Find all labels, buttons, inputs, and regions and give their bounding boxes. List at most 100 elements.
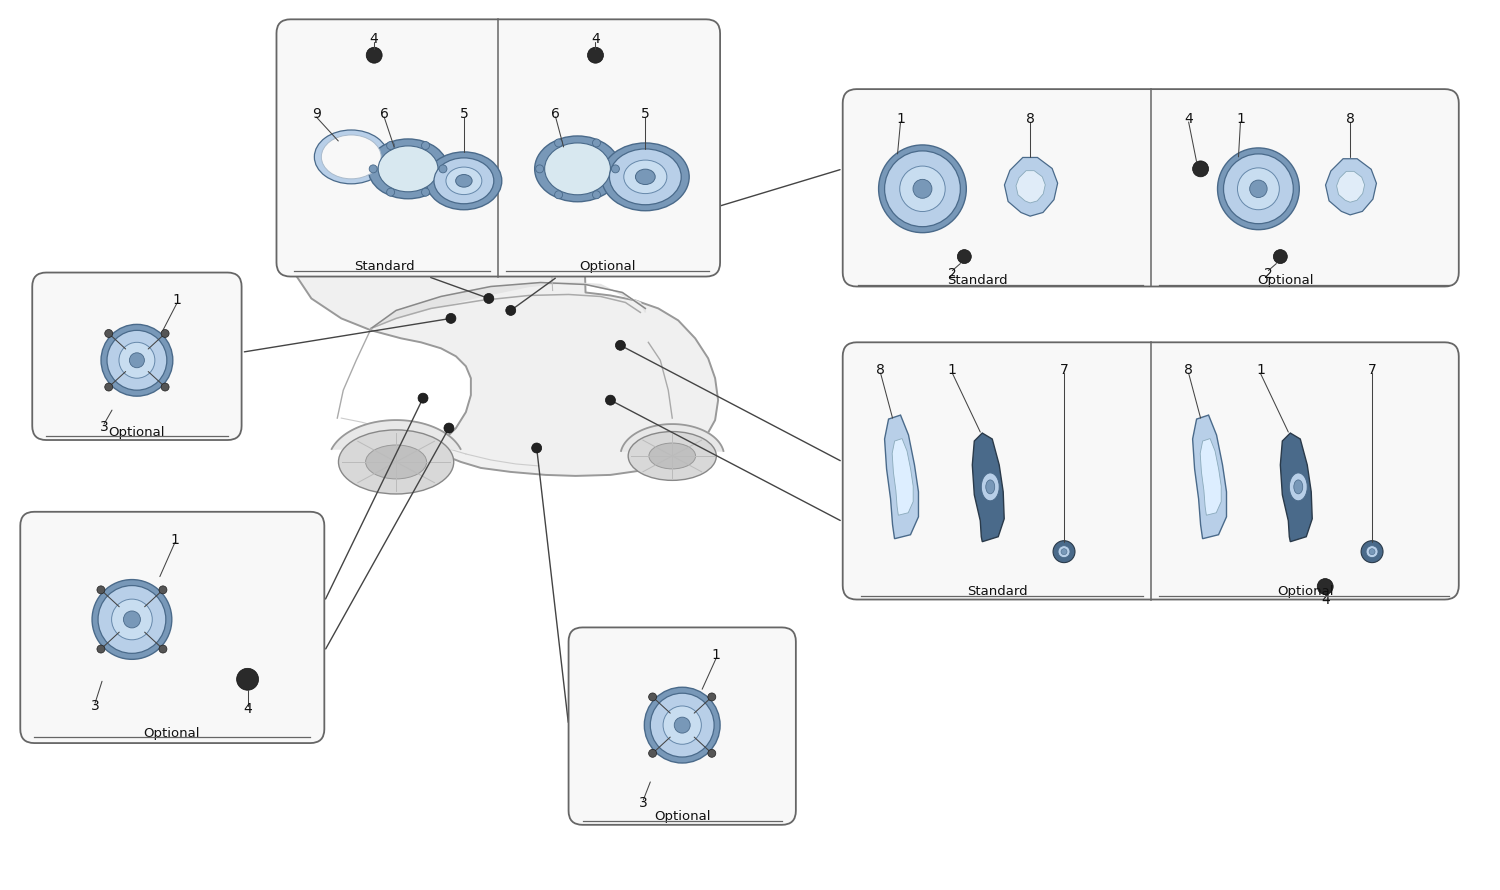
Text: Standard: Standard: [354, 260, 414, 273]
Text: 8: 8: [1184, 363, 1192, 377]
Circle shape: [1366, 546, 1378, 558]
Ellipse shape: [321, 135, 381, 179]
Text: 2: 2: [1264, 266, 1274, 280]
Circle shape: [419, 393, 428, 403]
Circle shape: [98, 586, 166, 653]
Circle shape: [900, 166, 945, 212]
Polygon shape: [332, 420, 460, 449]
Text: 4: 4: [1322, 593, 1329, 606]
Circle shape: [1192, 161, 1209, 177]
Circle shape: [536, 165, 543, 173]
Circle shape: [651, 693, 714, 757]
Circle shape: [1274, 249, 1287, 263]
Ellipse shape: [609, 149, 681, 205]
Circle shape: [440, 165, 447, 173]
Ellipse shape: [981, 473, 999, 501]
Text: 8: 8: [1346, 112, 1354, 126]
Ellipse shape: [368, 139, 448, 198]
Ellipse shape: [456, 174, 472, 187]
Circle shape: [106, 330, 166, 390]
Text: Standard: Standard: [946, 274, 1008, 287]
Circle shape: [446, 313, 456, 323]
Text: 3: 3: [99, 420, 108, 434]
Circle shape: [957, 249, 972, 263]
Circle shape: [1224, 154, 1293, 223]
Circle shape: [914, 179, 932, 198]
Ellipse shape: [366, 445, 426, 479]
Text: 5: 5: [459, 107, 468, 121]
Circle shape: [885, 151, 960, 227]
Ellipse shape: [1290, 473, 1308, 501]
Text: 8: 8: [876, 363, 885, 377]
Ellipse shape: [315, 130, 388, 184]
Circle shape: [387, 142, 394, 150]
Circle shape: [645, 687, 720, 763]
Circle shape: [648, 693, 657, 701]
Ellipse shape: [378, 146, 438, 191]
Circle shape: [98, 586, 105, 594]
Circle shape: [1317, 578, 1334, 595]
Text: 1: 1: [171, 533, 178, 546]
Circle shape: [1250, 180, 1268, 198]
Ellipse shape: [426, 152, 502, 210]
FancyBboxPatch shape: [276, 20, 720, 277]
Circle shape: [606, 395, 615, 405]
Circle shape: [1058, 546, 1070, 558]
Text: 1: 1: [948, 363, 957, 377]
Circle shape: [509, 263, 518, 273]
Circle shape: [160, 383, 170, 391]
Circle shape: [111, 599, 153, 640]
Polygon shape: [621, 424, 723, 451]
FancyBboxPatch shape: [843, 89, 1460, 287]
Circle shape: [1218, 148, 1299, 230]
Circle shape: [592, 139, 600, 147]
Polygon shape: [1326, 158, 1377, 214]
Circle shape: [129, 352, 144, 368]
Polygon shape: [1005, 158, 1058, 216]
Text: 3: 3: [90, 700, 99, 713]
Text: 1: 1: [1256, 363, 1264, 377]
Circle shape: [105, 329, 112, 337]
Circle shape: [100, 324, 172, 396]
Circle shape: [92, 579, 172, 659]
Circle shape: [366, 47, 382, 63]
Polygon shape: [108, 338, 166, 382]
Polygon shape: [1336, 172, 1365, 202]
Text: 6: 6: [550, 107, 560, 121]
Circle shape: [159, 645, 166, 653]
Polygon shape: [1016, 171, 1046, 203]
Text: 9: 9: [312, 107, 321, 121]
FancyBboxPatch shape: [568, 627, 796, 825]
Text: 1: 1: [172, 294, 182, 307]
Text: 8: 8: [1026, 112, 1035, 126]
Circle shape: [506, 305, 516, 315]
Ellipse shape: [534, 136, 621, 202]
Circle shape: [555, 139, 562, 147]
Text: 4: 4: [1185, 112, 1192, 126]
Text: 5: 5: [640, 107, 650, 121]
Circle shape: [123, 611, 141, 628]
Polygon shape: [892, 439, 914, 515]
Circle shape: [708, 693, 716, 701]
Circle shape: [1060, 548, 1066, 554]
Text: Optional: Optional: [579, 260, 636, 273]
Text: 4: 4: [591, 32, 600, 46]
Ellipse shape: [636, 169, 656, 184]
Circle shape: [531, 443, 542, 453]
Ellipse shape: [1294, 480, 1304, 494]
Circle shape: [879, 145, 966, 232]
Polygon shape: [650, 701, 714, 749]
Polygon shape: [286, 99, 718, 476]
Circle shape: [160, 329, 170, 337]
Polygon shape: [98, 594, 166, 645]
Ellipse shape: [986, 480, 994, 494]
Ellipse shape: [650, 443, 696, 469]
Circle shape: [1238, 168, 1280, 210]
Ellipse shape: [602, 143, 688, 211]
Text: 1: 1: [896, 112, 904, 126]
Polygon shape: [1200, 439, 1221, 515]
Polygon shape: [972, 433, 1004, 542]
Text: Optional: Optional: [108, 425, 165, 439]
Ellipse shape: [628, 432, 717, 481]
Polygon shape: [885, 415, 918, 538]
